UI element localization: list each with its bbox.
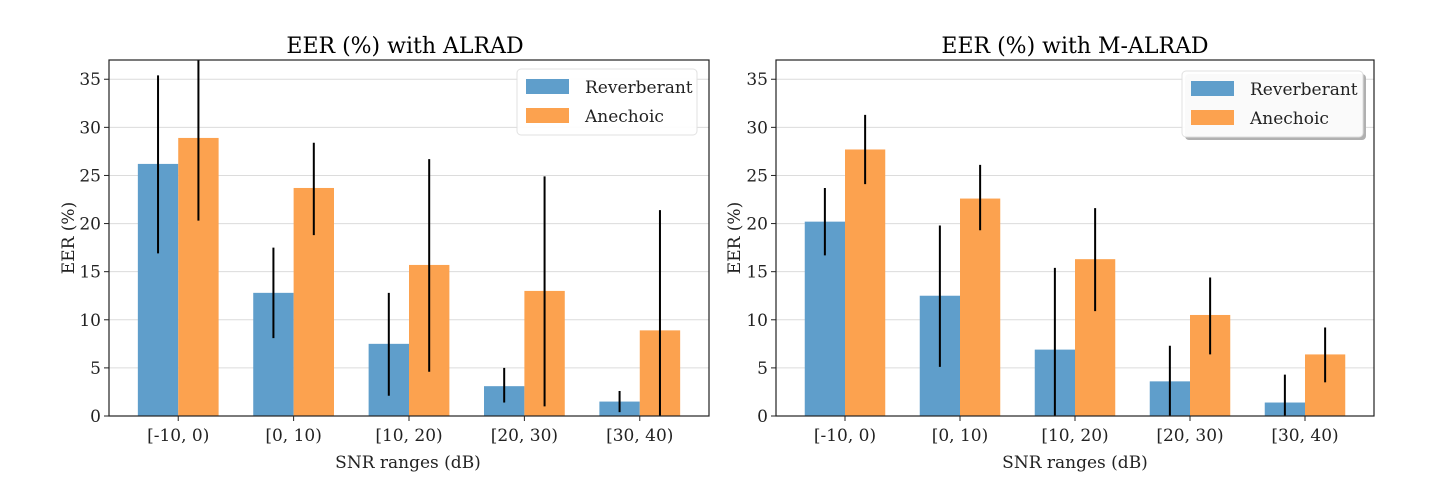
x-tick-label: [-10, 0) [814, 426, 876, 446]
bars [804, 149, 1346, 416]
x-ticks: [-10, 0) [0, 10) [10, 20) [20, 30) [30, 40) [147, 416, 673, 446]
y-tick-label: 25 [79, 166, 101, 186]
y-tick-label: 5 [757, 359, 768, 379]
bar-anechoic-0 [845, 149, 886, 416]
x-tick-label: [20, 30) [491, 426, 558, 446]
x-axis-label: SNR ranges (dB) [335, 453, 481, 473]
legend-swatch-anechoic [526, 108, 569, 123]
y-tick-label: 35 [746, 70, 768, 90]
legend-label-reverberant: Reverberant [585, 78, 693, 98]
x-tick-label: [10, 20) [1041, 426, 1108, 446]
chart-title: EER (%) with M-ALRAD [941, 34, 1208, 59]
y-tick-label: 35 [79, 70, 101, 90]
error-bars [157, 60, 661, 416]
error-bars [823, 114, 1327, 416]
y-tick-label: 10 [79, 311, 101, 331]
y-tick-label: 20 [79, 215, 101, 235]
y-tick-label: 0 [757, 407, 768, 427]
x-tick-label: [30, 40) [1271, 426, 1338, 446]
legend: Reverberant Anechoic [516, 68, 698, 136]
x-tick-label: [0, 10) [265, 426, 322, 446]
legend-label-anechoic: Anechoic [1249, 109, 1329, 129]
y-tick-label: 25 [746, 166, 768, 186]
x-tick-label: [-10, 0) [147, 426, 209, 446]
y-axis-label: EER (%) [725, 202, 745, 274]
chart-alrad: EER (%) with ALRAD SNR ranges (dB) EER (… [59, 34, 710, 473]
y-tick-label: 30 [746, 118, 768, 138]
y-ticks: 0 5 10 15 20 25 30 35 [79, 70, 109, 427]
x-tick-label: [20, 30) [1156, 426, 1223, 446]
y-axis-label: EER (%) [59, 202, 79, 274]
bar-anechoic-1 [960, 198, 1001, 416]
legend-label-anechoic: Anechoic [584, 107, 664, 127]
x-tick-label: [0, 10) [932, 426, 989, 446]
x-ticks: [-10, 0) [0, 10) [10, 20) [20, 30) [30, 40) [814, 416, 1339, 446]
legend-swatch-reverberant [526, 79, 569, 94]
y-tick-label: 0 [90, 407, 101, 427]
chart-m-alrad: EER (%) with M-ALRAD SNR ranges (dB) EER… [725, 34, 1375, 473]
y-tick-label: 5 [90, 359, 101, 379]
y-tick-label: 15 [79, 263, 101, 283]
bars [137, 137, 681, 416]
y-tick-label: 20 [746, 215, 768, 235]
legend-label-reverberant: Reverberant [1250, 80, 1358, 100]
y-tick-label: 15 [746, 263, 768, 283]
x-tick-label: [30, 40) [606, 426, 673, 446]
x-axis-label: SNR ranges (dB) [1002, 453, 1148, 473]
y-tick-label: 30 [79, 118, 101, 138]
y-tick-label: 10 [746, 311, 768, 331]
legend: Reverberant Anechoic [1181, 70, 1366, 140]
chart-title: EER (%) with ALRAD [286, 34, 523, 59]
legend-swatch-reverberant [1191, 81, 1234, 96]
y-ticks: 0 5 10 15 20 25 30 35 [746, 70, 776, 427]
x-tick-label: [10, 20) [375, 426, 442, 446]
legend-swatch-anechoic [1191, 110, 1234, 125]
